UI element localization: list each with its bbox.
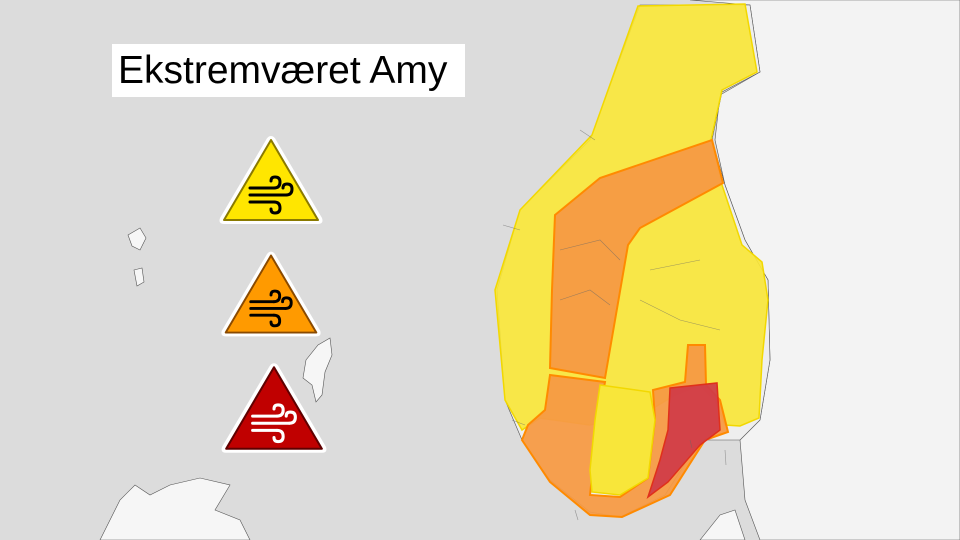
land-shetland — [302, 337, 333, 403]
orange-warning-zone-north[interactable] — [548, 138, 725, 380]
land-denmark — [699, 509, 746, 540]
land-faroe — [127, 227, 147, 287]
wind-warning-red-icon — [221, 363, 327, 453]
red-warning-zone[interactable] — [646, 382, 721, 500]
wind-warning-yellow-icon — [219, 136, 323, 224]
wind-warning-orange-icon — [221, 251, 321, 337]
land-scotland — [99, 477, 251, 540]
coastline-details — [502, 129, 727, 521]
map-title: Ekstremværet Amy — [118, 49, 448, 92]
title-box: Ekstremværet Amy — [112, 44, 465, 97]
yellow-warning-zone-inner[interactable] — [589, 384, 656, 496]
